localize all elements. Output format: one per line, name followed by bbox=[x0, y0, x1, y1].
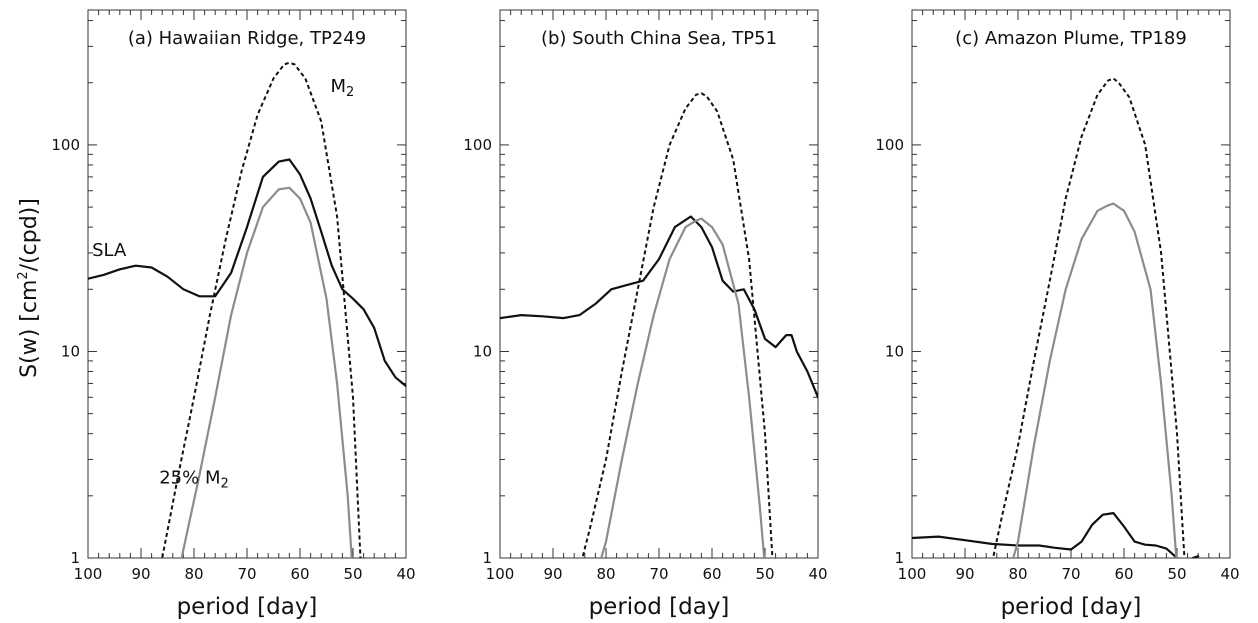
x-tick-label: 40 bbox=[808, 565, 827, 583]
x-tick-label: 60 bbox=[290, 565, 309, 583]
series-line bbox=[912, 511, 1179, 558]
x-tick-label: 40 bbox=[396, 565, 415, 583]
chart-panel: 1 10 100 100 90 80 70 60 50 40 (a) Hawaiian Ridge,… bbox=[51, 9, 416, 620]
annotation-text: 25% M bbox=[159, 467, 220, 488]
x-tick-label: 50 bbox=[1167, 565, 1186, 583]
y-tick-label: 1 bbox=[482, 549, 492, 567]
x-tick-label: 50 bbox=[755, 565, 774, 583]
x-tick-label: 80 bbox=[184, 565, 203, 583]
panel-title: (a) Hawaiian Ridge, TP249 bbox=[128, 28, 366, 49]
x-tick-label: 100 bbox=[74, 565, 103, 583]
series-group bbox=[500, 92, 818, 558]
chart-panel: 1 10 100 100 90 80 70 60 50 40 (c) Amazon Plume, T… bbox=[875, 9, 1240, 620]
series-line bbox=[88, 158, 406, 388]
panel-title: (b) South China Sea, TP51 bbox=[541, 28, 777, 49]
y-axis-label-sup: 2 bbox=[16, 271, 31, 279]
series-line bbox=[992, 77, 1186, 558]
x-axis-label: period [day] bbox=[589, 594, 730, 620]
x-tick-label: 70 bbox=[1061, 565, 1080, 583]
x-tick-label: 50 bbox=[343, 565, 362, 583]
annotation-text: SLA bbox=[92, 240, 127, 261]
series-group bbox=[88, 61, 406, 558]
annotation-subscript: 2 bbox=[220, 476, 228, 491]
y-tick-label: 10 bbox=[885, 342, 904, 360]
panels: 1 10 100 100 90 80 70 60 50 40 (a) Hawaiian Ridge,… bbox=[51, 9, 1240, 620]
x-tick-label: 70 bbox=[237, 565, 256, 583]
y-tick-label: 1 bbox=[894, 549, 904, 567]
series-line bbox=[180, 186, 353, 558]
series-line bbox=[1012, 202, 1178, 558]
x-tick-label: 40 bbox=[1220, 565, 1239, 583]
x-tick-label: 80 bbox=[1008, 565, 1027, 583]
y-tick-label: 10 bbox=[61, 342, 80, 360]
x-tick-label: 100 bbox=[486, 565, 515, 583]
series-line bbox=[600, 217, 766, 558]
plot-frame bbox=[87, 9, 407, 559]
chart-panel: 1 10 100 100 90 80 70 60 50 40 (b) South China Sea… bbox=[463, 9, 828, 620]
plot-frame bbox=[499, 9, 819, 559]
x-axis-label: period [day] bbox=[177, 594, 318, 620]
series-line bbox=[161, 61, 362, 558]
x-tick-label: 70 bbox=[649, 565, 668, 583]
y-tick-label: 1 bbox=[70, 549, 80, 567]
x-tick-label: 80 bbox=[596, 565, 615, 583]
series-group bbox=[912, 77, 1200, 558]
annotation: 25% M2 bbox=[159, 467, 229, 491]
annotation-subscript: 2 bbox=[346, 85, 354, 100]
svg-text:S(w) [cm2/(cpd)]: S(w) [cm2/(cpd)] bbox=[16, 198, 42, 378]
x-tick-label: 90 bbox=[543, 565, 562, 583]
x-axis-label: period [day] bbox=[1001, 594, 1142, 620]
y-axis-label: S(w) [cm2/(cpd)] bbox=[16, 198, 42, 378]
series-line bbox=[500, 215, 818, 399]
x-tick-label: 60 bbox=[1114, 565, 1133, 583]
y-axis-label-tail: /(cpd)] bbox=[17, 198, 42, 271]
x-tick-label: 90 bbox=[131, 565, 150, 583]
annotation: M2 bbox=[330, 76, 354, 100]
annotation-text: M bbox=[330, 76, 346, 97]
annotation: SLA bbox=[92, 240, 127, 261]
x-tick-label: 90 bbox=[955, 565, 974, 583]
y-axis-label-main: S(w) [cm bbox=[17, 280, 42, 378]
y-tick-label: 100 bbox=[875, 136, 904, 154]
panel-title: (c) Amazon Plume, TP189 bbox=[955, 28, 1187, 49]
y-tick-label: 10 bbox=[473, 342, 492, 360]
plot-frame bbox=[911, 9, 1231, 559]
x-tick-label: 100 bbox=[898, 565, 927, 583]
y-tick-label: 100 bbox=[51, 136, 80, 154]
series-line bbox=[1191, 555, 1200, 558]
x-tick-label: 60 bbox=[702, 565, 721, 583]
y-tick-label: 100 bbox=[463, 136, 492, 154]
